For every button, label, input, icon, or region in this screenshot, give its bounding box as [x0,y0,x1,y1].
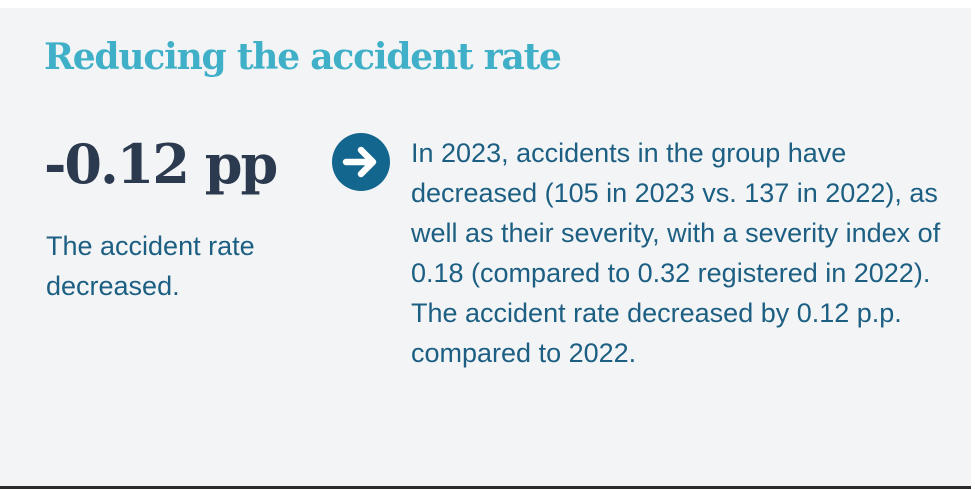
info-card [0,8,971,486]
description-text: In 2023, accidents in the group have dec… [411,138,941,368]
stat-caption: The accident rate decreased. [46,231,255,301]
arrow-right-circle-icon [332,133,390,191]
section-title: Reducing the accident rate [44,36,562,78]
stat-value: -0.12 pp [44,132,278,196]
divider [0,486,971,489]
